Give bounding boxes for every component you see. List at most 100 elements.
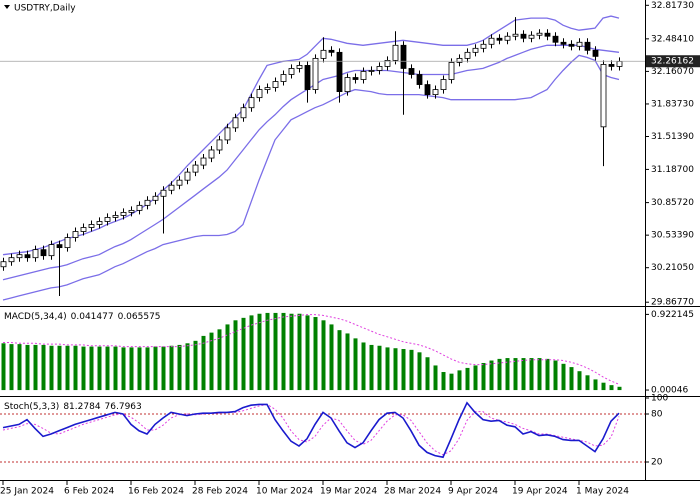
macd-bar — [233, 320, 238, 391]
macd-bar — [89, 346, 94, 391]
last-price-box — [646, 55, 700, 68]
macd-bar — [201, 335, 206, 391]
macd-bar — [281, 312, 286, 391]
macd-signal-line — [3, 314, 620, 385]
macd-bar — [161, 346, 166, 391]
macd-bar — [17, 344, 22, 391]
candle-body — [320, 49, 327, 59]
candle-body — [184, 171, 191, 181]
candle-body — [120, 211, 127, 216]
candle-body — [344, 77, 351, 93]
y-tick-label: 32.48410 — [651, 34, 694, 44]
candle-body — [480, 43, 487, 49]
candle-body — [488, 37, 495, 45]
macd-bar — [265, 312, 270, 391]
candle-body — [528, 34, 535, 39]
macd-bar — [457, 370, 462, 391]
macd-bar — [121, 347, 126, 391]
macd-bar — [217, 329, 222, 391]
x-tick-label: 19 Mar 2024 — [320, 487, 377, 497]
candle-body — [144, 199, 151, 206]
macd-bar — [465, 367, 470, 391]
candle-body — [280, 74, 287, 82]
candle-body — [304, 65, 311, 90]
candle-body — [496, 37, 503, 41]
y-tick-label: 30.21050 — [651, 263, 694, 273]
macd-bar — [81, 346, 86, 391]
candle-body — [32, 249, 39, 259]
chart-title: USDTRY,Daily — [14, 4, 76, 14]
macd-bar — [33, 344, 38, 391]
candle-body — [128, 209, 135, 213]
macd-bar — [449, 373, 454, 391]
candle-body — [96, 221, 103, 225]
macd-bar — [577, 371, 582, 391]
y-tick-label: 80 — [651, 410, 663, 420]
y-tick-label: 32.16070 — [651, 67, 694, 77]
y-tick-label: 31.18700 — [651, 165, 694, 175]
candle-body — [392, 44, 399, 61]
macd-bar — [425, 357, 430, 391]
macd-bar — [137, 347, 142, 391]
macd-bar — [537, 358, 542, 391]
y-tick-label: 31.83730 — [651, 99, 694, 109]
macd-bar — [177, 344, 182, 391]
macd-bar — [105, 346, 110, 391]
macd-bar — [41, 344, 46, 391]
macd-bar — [409, 349, 414, 391]
macd-bar — [289, 313, 294, 391]
indicator-name: Stoch(5,3,3) — [4, 402, 59, 412]
bollinger-band — [2, 54, 620, 301]
stoch-header: Stoch(5,3,3) 81.2784 76.7963 — [4, 402, 142, 412]
candle-body — [384, 59, 391, 67]
x-tick-label: 28 Feb 2024 — [192, 487, 248, 497]
macd-header: MACD(5,34,4) 0.041477 0.065575 — [4, 312, 161, 322]
candle-body — [72, 231, 79, 238]
macd-bar — [305, 315, 310, 391]
candle-body — [424, 84, 431, 96]
candle-body — [88, 224, 95, 228]
candle-body — [512, 33, 519, 37]
indicator-value: 0.041477 — [71, 312, 114, 322]
macd-bar — [209, 332, 214, 391]
macd-bar — [553, 360, 558, 391]
candle-body — [592, 49, 599, 57]
macd-bar — [193, 340, 198, 391]
last-price-label: 32.26162 — [651, 57, 694, 67]
candle-body — [56, 244, 63, 249]
macd-bar — [129, 347, 134, 391]
macd-bar — [385, 347, 390, 391]
macd-bar — [609, 385, 614, 391]
candle-body — [296, 65, 303, 69]
candle-body — [360, 71, 367, 80]
macd-bar — [25, 344, 30, 391]
macd-bar — [529, 358, 534, 391]
candle-body — [560, 41, 567, 45]
y-tick-label: 31.51390 — [651, 132, 694, 142]
y-tick-label: 0.922145 — [651, 310, 694, 320]
macd-bar — [97, 346, 102, 391]
candle-body — [544, 32, 551, 37]
candle-body — [520, 33, 527, 39]
candle-body — [608, 64, 615, 67]
indicator-value: 0.065575 — [118, 312, 161, 322]
x-tick-label: 16 Feb 2024 — [128, 487, 184, 497]
candle-body — [16, 254, 23, 259]
macd-bar — [561, 363, 566, 391]
candle-body — [248, 97, 255, 109]
candle-body — [208, 149, 215, 159]
macd-bar — [393, 348, 398, 391]
candle-body — [160, 189, 167, 197]
macd-bar — [73, 345, 78, 391]
candle-body — [112, 215, 119, 218]
indicator-value: 81.2784 — [63, 402, 100, 412]
candle-body — [408, 68, 415, 75]
candle-body — [104, 217, 111, 222]
candle-body — [224, 127, 231, 141]
candle-body — [216, 139, 223, 151]
y-tick-label: 29.86770 — [651, 298, 694, 308]
macd-bar — [321, 320, 326, 391]
candle-body — [416, 74, 423, 85]
y-tick-label: 0.00046 — [651, 386, 688, 396]
